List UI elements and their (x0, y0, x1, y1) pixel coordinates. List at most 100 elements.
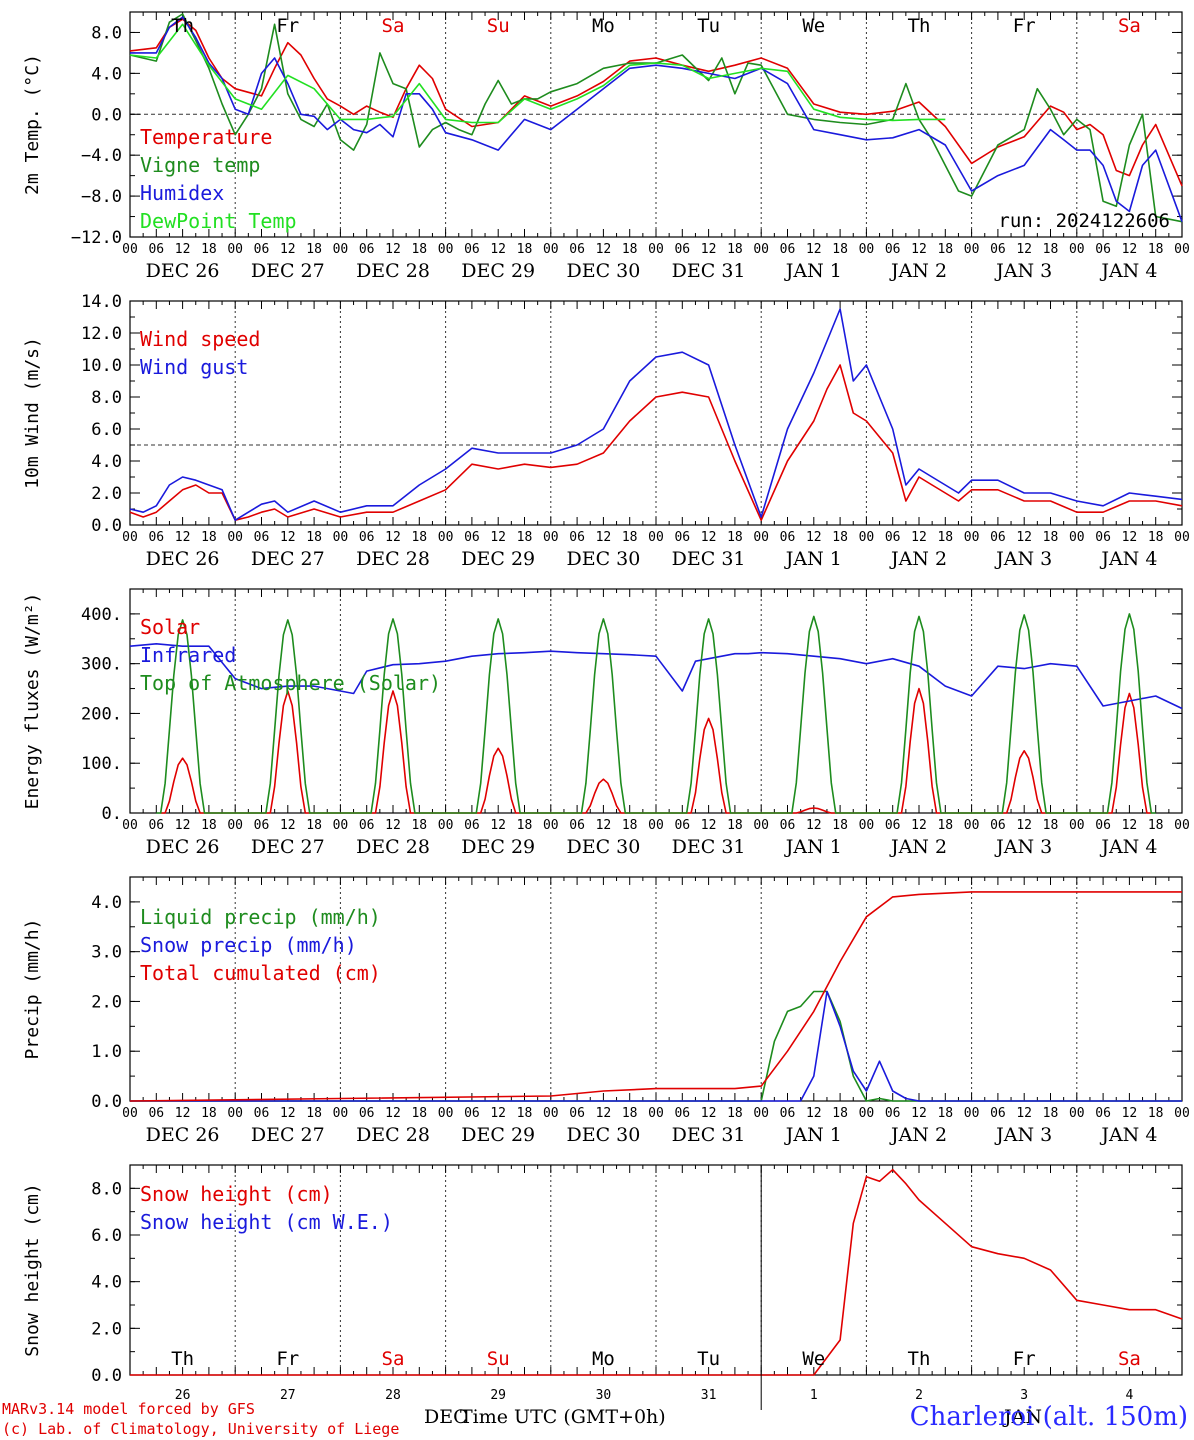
legend-entry: Snow height (cm W.E.) (140, 1210, 393, 1234)
series-line (130, 990, 1182, 1102)
y-tick-label: 2.0 (91, 1319, 122, 1339)
day-number: 31 (701, 1388, 717, 1403)
date-label: DEC 27 (251, 1124, 325, 1146)
day-name: Fr (1013, 1348, 1036, 1370)
series-line (129, 642, 1183, 710)
date-label: JAN 1 (784, 260, 842, 282)
date-label: JAN 2 (889, 260, 947, 282)
date-label: JAN 1 (784, 548, 842, 570)
hour-label: 00 (438, 242, 454, 257)
day-name: We (802, 15, 825, 37)
hour-label: 18 (622, 1106, 638, 1121)
hour-label: 18 (622, 818, 638, 833)
hour-label: 06 (1095, 1106, 1111, 1121)
hour-label: 12 (1122, 530, 1138, 545)
hour-label: 00 (333, 818, 349, 833)
day-name: Th (171, 1348, 194, 1370)
date-label: DEC 27 (251, 836, 325, 858)
hour-label: 06 (359, 242, 375, 257)
hour-label: 00 (122, 242, 138, 257)
hour-label: 18 (306, 242, 322, 257)
date-label: DEC 29 (461, 1124, 535, 1146)
hour-label: 18 (1043, 818, 1059, 833)
day-name: Th (908, 1348, 931, 1370)
y-tick-label: 6.0 (91, 1226, 122, 1246)
legend-entry: Total cumulated (cm) (140, 961, 381, 985)
hour-label: 00 (648, 242, 664, 257)
hour-label: 12 (911, 530, 927, 545)
hour-label: 12 (490, 530, 506, 545)
day-name: Th (908, 15, 931, 37)
y-tick-label: 8.0 (91, 388, 122, 408)
x-axis-title: Time UTC (GMT+0h) (460, 1406, 666, 1428)
hour-label: 12 (490, 1106, 506, 1121)
hour-label: 06 (148, 530, 164, 545)
hour-label: 18 (201, 530, 217, 545)
day-name: Mo (592, 15, 615, 37)
hour-label: 06 (674, 1106, 690, 1121)
hour-label: 12 (385, 818, 401, 833)
hour-label: 06 (1095, 818, 1111, 833)
day-name: We (802, 1348, 825, 1370)
hour-label: 06 (780, 242, 796, 257)
hour-label: 00 (859, 818, 875, 833)
station-label: Charleroi (alt. 150m) (909, 1402, 1188, 1432)
date-label: JAN 2 (889, 836, 947, 858)
y-axis-label: Precip (mm/h) (22, 919, 43, 1060)
y-tick-label: 3.0 (91, 943, 122, 963)
y-tick-label: −4.0 (81, 146, 122, 166)
date-label: JAN 2 (889, 1124, 947, 1146)
hour-label: 00 (543, 530, 559, 545)
series-line (156, 613, 1156, 814)
series-line (130, 1168, 1183, 1376)
hour-label: 00 (964, 1106, 980, 1121)
hour-label: 18 (517, 818, 533, 833)
hour-label: 12 (596, 1106, 612, 1121)
day-name: Tu (697, 15, 720, 37)
hour-label: 12 (806, 1106, 822, 1121)
hour-label: 12 (1016, 530, 1032, 545)
hour-label: 18 (1043, 242, 1059, 257)
credit-lab: (c) Lab. of Climatology, University of L… (2, 1420, 400, 1438)
date-label: DEC 26 (146, 260, 220, 282)
day-number: 4 (1125, 1388, 1133, 1403)
hour-label: 06 (254, 1106, 270, 1121)
hour-label: 00 (753, 818, 769, 833)
hour-label: 18 (517, 242, 533, 257)
hour-label: 18 (201, 242, 217, 257)
hour-label: 18 (937, 818, 953, 833)
day-number: 30 (596, 1388, 612, 1403)
hour-label: 18 (411, 242, 427, 257)
hour-label: 18 (622, 242, 638, 257)
hour-label: 06 (569, 1106, 585, 1121)
hour-label: 00 (859, 1106, 875, 1121)
date-label: DEC 30 (566, 836, 640, 858)
date-label: DEC 31 (672, 260, 746, 282)
hour-label: 00 (648, 530, 664, 545)
hour-label: 06 (1095, 530, 1111, 545)
hour-label: 12 (490, 242, 506, 257)
y-tick-label: 0.0 (91, 1366, 122, 1386)
series-line (129, 13, 1183, 223)
date-label: JAN 3 (994, 548, 1052, 570)
hour-label: 12 (1016, 818, 1032, 833)
hour-label: 12 (806, 530, 822, 545)
hour-label: 06 (464, 1106, 480, 1121)
date-label: DEC 26 (146, 1124, 220, 1146)
date-label: DEC 28 (356, 260, 430, 282)
date-label: DEC 29 (461, 548, 535, 570)
date-label: JAN 3 (994, 260, 1052, 282)
day-name: Sa (382, 1348, 405, 1370)
y-tick-label: 1.0 (91, 1042, 122, 1062)
hour-label: 00 (1174, 1106, 1190, 1121)
hour-label: 12 (175, 242, 191, 257)
legend-entry: Temperature (140, 125, 272, 149)
hour-label: 12 (596, 530, 612, 545)
hour-label: 18 (832, 530, 848, 545)
y-tick-label: 0.0 (91, 516, 122, 536)
hour-label: 00 (859, 530, 875, 545)
hour-label: 00 (1069, 530, 1085, 545)
hour-label: 06 (359, 1106, 375, 1121)
day-number: 28 (385, 1388, 401, 1403)
date-label: DEC 29 (461, 260, 535, 282)
